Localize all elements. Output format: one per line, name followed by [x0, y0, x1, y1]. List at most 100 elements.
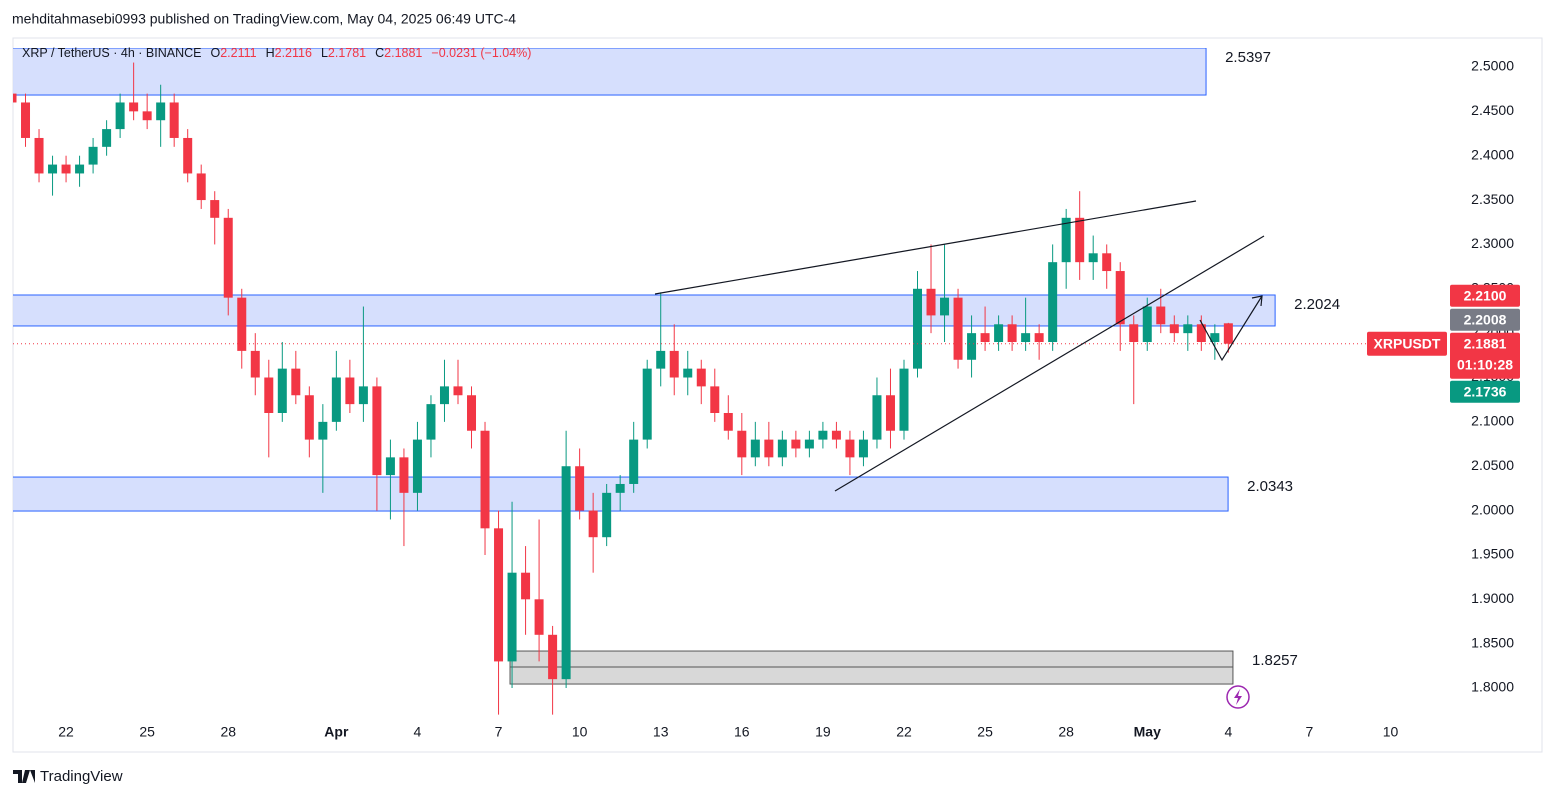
candle-body — [439, 386, 449, 405]
candle-body — [669, 350, 679, 378]
candle-body — [588, 510, 598, 538]
candle-body — [223, 217, 233, 298]
y-tick-label: 2.0000 — [1471, 501, 1514, 517]
candle-body — [521, 572, 531, 600]
candle-body — [102, 129, 112, 147]
candle-body — [750, 439, 760, 458]
candle-body — [1129, 324, 1139, 343]
candle-body — [548, 634, 558, 680]
price-tag-label: 2.2008 — [1464, 311, 1507, 327]
x-tick-label: 13 — [653, 724, 669, 740]
candle-body — [21, 102, 31, 138]
candle-body — [61, 164, 71, 174]
candle-body — [156, 102, 166, 121]
footer: TradingView — [13, 768, 123, 785]
legend-key: C — [375, 46, 384, 60]
brand-logo-dot — [25, 770, 29, 774]
symbol-tag — [1367, 331, 1447, 356]
candle-body — [1115, 271, 1125, 325]
candle-body — [656, 350, 666, 369]
y-tick-label: 1.8500 — [1471, 634, 1514, 650]
candle-body — [831, 430, 841, 440]
candle-body — [291, 368, 301, 396]
arrow-head — [1251, 295, 1263, 307]
drawings — [654, 200, 1265, 492]
legend-value: 2.1881 — [384, 46, 422, 60]
candle-body — [723, 412, 733, 431]
legend-key: H — [266, 46, 275, 60]
candle-body — [1142, 306, 1152, 343]
x-tick-label: 28 — [220, 724, 236, 740]
candle-body — [1088, 253, 1098, 263]
candle-body — [1075, 217, 1085, 263]
candle-body — [358, 386, 368, 405]
candle-body — [1183, 324, 1193, 334]
plot-area — [13, 48, 1443, 715]
candle-body — [1210, 333, 1220, 343]
candle-body — [1196, 324, 1206, 343]
candle-body — [277, 368, 287, 413]
y-tick-label: 1.9500 — [1471, 546, 1514, 562]
candle-body — [494, 528, 504, 662]
y-tick-label: 2.1000 — [1471, 413, 1514, 429]
candle-body — [629, 439, 639, 484]
candle-body — [561, 466, 571, 680]
candle-body — [872, 395, 882, 440]
x-tick-label: 10 — [572, 724, 588, 740]
x-tick-label: May — [1134, 724, 1161, 740]
price-tag-label: 2.2100 — [1464, 287, 1507, 303]
candle-body — [737, 430, 747, 458]
candle-body — [129, 102, 139, 112]
candle-body — [399, 457, 409, 493]
chart-frame — [12, 37, 1543, 753]
x-tick-label: 22 — [896, 724, 912, 740]
x-tick-label: Apr — [324, 724, 349, 740]
x-tick-label: 7 — [1306, 724, 1314, 740]
legend-key: L — [321, 46, 328, 60]
zone — [13, 48, 1207, 96]
candle-body — [412, 439, 422, 493]
zone-label: 1.8257 — [1252, 652, 1298, 669]
candle-body — [967, 333, 977, 360]
price-tag-label: 2.1881 — [1464, 335, 1507, 351]
path-arrow — [1199, 295, 1263, 362]
y-tick-label: 2.0500 — [1471, 457, 1514, 473]
candle-body — [953, 297, 963, 360]
candle-body — [88, 146, 98, 165]
price-tag-label: 2.1736 — [1464, 383, 1507, 399]
zone — [509, 650, 1234, 685]
candle-body — [710, 386, 720, 413]
brand-logo — [13, 770, 35, 783]
x-tick-label: 25 — [977, 724, 993, 740]
x-tick-label: 7 — [495, 724, 503, 740]
candle-body — [1169, 324, 1179, 334]
trend-line — [654, 200, 1197, 295]
candle-body — [1034, 333, 1044, 343]
event-icon[interactable] — [1226, 685, 1250, 709]
price-tag — [1450, 332, 1520, 379]
publish-info: mehditahmasebi0993 published on TradingV… — [12, 11, 516, 27]
candle-body — [994, 324, 1004, 343]
candle-body — [764, 439, 774, 458]
candle-body — [683, 368, 693, 378]
y-tick-label: 2.5000 — [1471, 58, 1514, 74]
y-tick-label: 2.4500 — [1471, 102, 1514, 118]
candle-body — [467, 395, 477, 431]
candle-body — [696, 368, 706, 387]
event-bolt[interactable] — [1234, 689, 1242, 705]
symbol-tag-label: XRPUSDT — [1374, 335, 1441, 351]
candle-body — [372, 386, 382, 476]
candle-body — [304, 395, 314, 440]
candle-body — [913, 288, 923, 369]
candle-body — [210, 200, 220, 218]
candle-body — [926, 288, 936, 316]
candle-body — [818, 430, 828, 440]
candle-body — [804, 439, 814, 449]
candle-body — [534, 599, 544, 635]
candle-body — [34, 137, 44, 174]
candle-body — [426, 404, 436, 440]
candle-body — [575, 466, 585, 511]
zone-label: 2.5397 — [1225, 49, 1271, 66]
candle-body — [237, 297, 247, 351]
